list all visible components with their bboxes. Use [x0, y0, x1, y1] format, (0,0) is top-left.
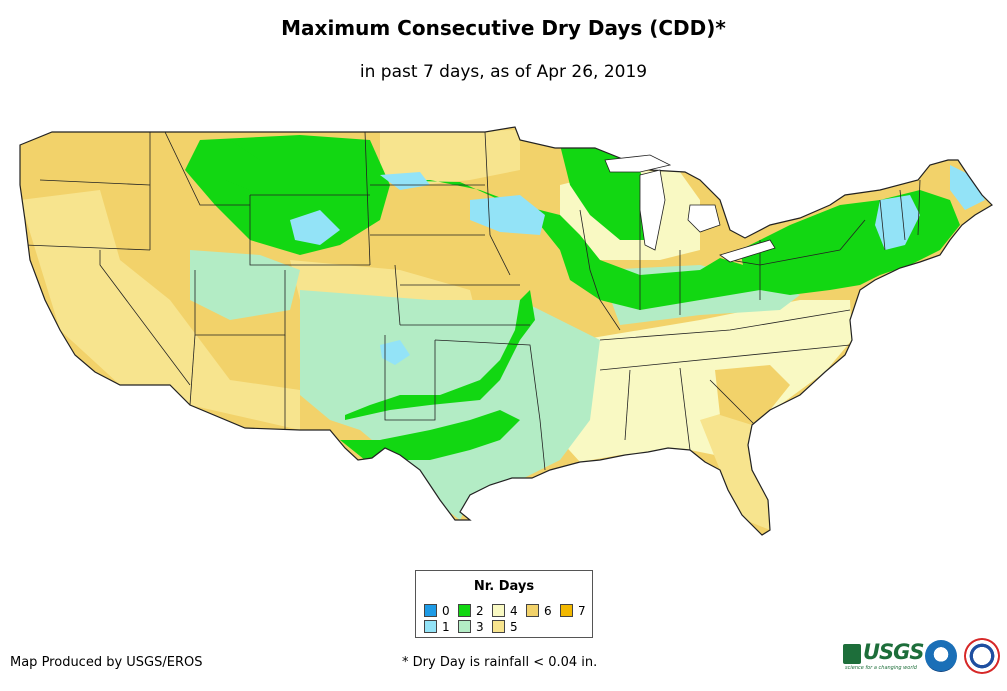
dry-days-5-zone — [20, 190, 300, 430]
legend-swatch — [560, 604, 573, 617]
map-title: Maximum Consecutive Dry Days (CDD)* — [281, 16, 726, 40]
dry-days-5-zone — [380, 130, 520, 185]
lake-erie — [719, 239, 776, 263]
dry-days-2-zone — [370, 180, 760, 310]
legend-swatch — [458, 620, 471, 633]
dry-days-2-zone — [345, 290, 535, 420]
usgs-logo-text: USGS — [863, 640, 925, 664]
dry-days-2-zone — [740, 190, 960, 295]
legend-item-4: 4 — [492, 604, 518, 618]
legend-item-5: 5 — [492, 620, 518, 634]
legend-item-1: 1 — [424, 620, 450, 634]
map-subtitle: in past 7 days, as of Apr 26, 2019 — [359, 62, 648, 82]
dry-days-1-zone — [290, 210, 340, 245]
noaa-logo-icon — [925, 640, 957, 672]
legend-item-3: 3 — [458, 620, 484, 634]
lake-huron — [687, 204, 721, 233]
legend-item-2: 2 — [458, 604, 484, 618]
legend-swatch — [492, 604, 505, 617]
dry-days-5-zone — [700, 405, 770, 530]
dry-days-2-zone — [225, 140, 260, 190]
usgs-logo: USGS science for a changing world — [843, 640, 925, 674]
lake-superior — [604, 154, 672, 173]
legend-swatch — [424, 604, 437, 617]
legend-item-6: 6 — [526, 604, 552, 618]
legend-swatch — [492, 620, 505, 633]
legend-swatch — [458, 604, 471, 617]
cdd-map — [19, 126, 993, 536]
dry-days-3-zone — [190, 250, 300, 320]
map-credit: Map Produced by USGS/EROS — [10, 655, 203, 670]
legend-title: Nr. Days — [473, 579, 535, 594]
usgs-logo-tagline: science for a changing world — [845, 665, 917, 671]
usgs-mark-icon — [843, 644, 861, 664]
dry-days-1-zone — [380, 172, 430, 190]
dry-days-1-zone — [950, 165, 985, 210]
legend: Nr. Days 0 1 2 3 4 5 6 7 — [415, 570, 593, 638]
legend-swatch — [526, 604, 539, 617]
legend-item-0: 0 — [424, 604, 450, 618]
dry-days-6-zone — [715, 365, 790, 425]
dry-days-1-zone — [380, 340, 410, 365]
dry-days-1-zone — [875, 195, 920, 250]
dry-days-4-zone — [560, 300, 852, 462]
dry-days-3-zone — [300, 290, 600, 520]
nws-logo-icon — [964, 638, 1000, 674]
legend-item-7: 7 — [560, 604, 586, 618]
state-boundaries — [24, 131, 921, 471]
legend-swatch — [424, 620, 437, 633]
lake-michigan — [639, 169, 666, 251]
dry-day-footnote: * Dry Day is rainfall < 0.04 in. — [402, 655, 598, 670]
